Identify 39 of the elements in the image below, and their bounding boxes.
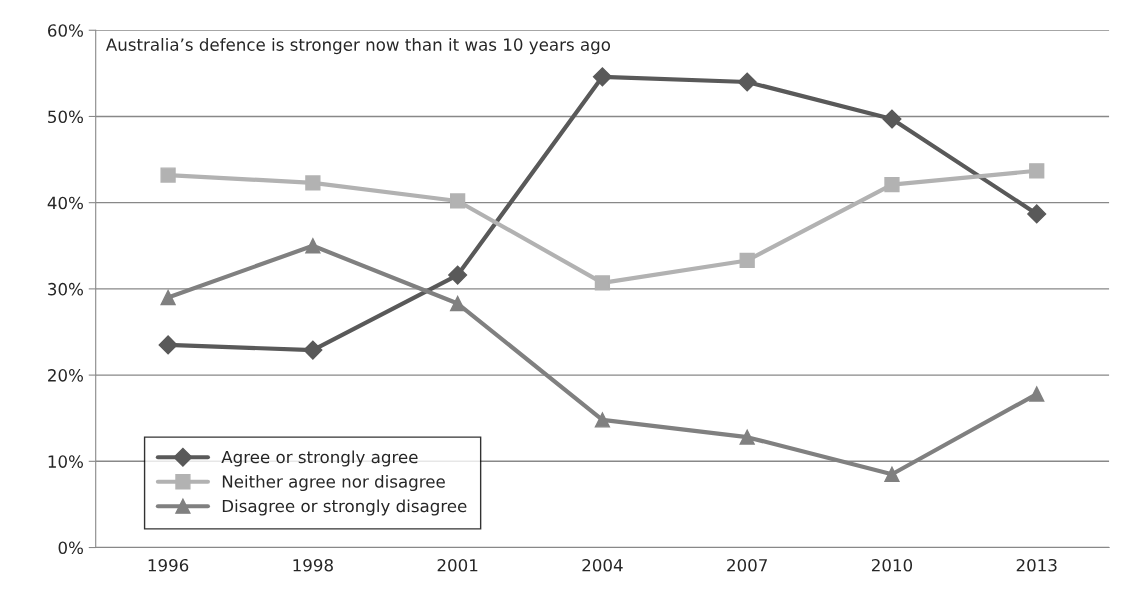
point: [1029, 163, 1045, 179]
point: [737, 72, 757, 92]
annotation: Australia’s defence is stronger now than it was 10 years ago: [105, 38, 611, 55]
point: [303, 340, 323, 360]
x-tick-label: 2004: [582, 558, 623, 572]
y-tick-label: 60%: [48, 24, 83, 37]
x-tick-label: 2001: [437, 558, 478, 572]
x-tick-label: 1998: [293, 558, 333, 572]
point: [305, 175, 321, 191]
y-tick-label: 0%: [58, 541, 83, 555]
point: [160, 289, 176, 306]
point: [449, 193, 466, 209]
x-tick-label: 2013: [1016, 558, 1057, 572]
point: [1029, 386, 1045, 402]
point: [739, 429, 755, 445]
y-tick-label: 40%: [47, 196, 83, 210]
point: [882, 109, 902, 129]
point: [449, 295, 466, 312]
point: [739, 252, 755, 269]
point: [305, 238, 321, 254]
point: [592, 67, 612, 87]
y-tick-label: 30%: [48, 282, 83, 296]
legend-label: Agree or strongly agree: [221, 450, 418, 467]
point: [1027, 204, 1047, 224]
point: [158, 335, 178, 355]
x-tick-label: 2007: [727, 558, 767, 572]
point: [594, 275, 611, 291]
point: [884, 466, 900, 482]
x-tick-label: 2010: [871, 558, 913, 572]
point: [884, 176, 900, 193]
y-tick-label: 50%: [48, 110, 83, 124]
point: [160, 167, 176, 183]
point: [448, 265, 468, 285]
y-tick-label: 20%: [48, 369, 83, 382]
point: [594, 412, 611, 428]
x-tick-label: 1996: [148, 558, 189, 572]
legend-label: Neither agree nor disagree: [222, 474, 445, 492]
y-tick-label: 10%: [48, 455, 83, 468]
legend-label: Disagree or strongly disagree: [222, 499, 467, 516]
